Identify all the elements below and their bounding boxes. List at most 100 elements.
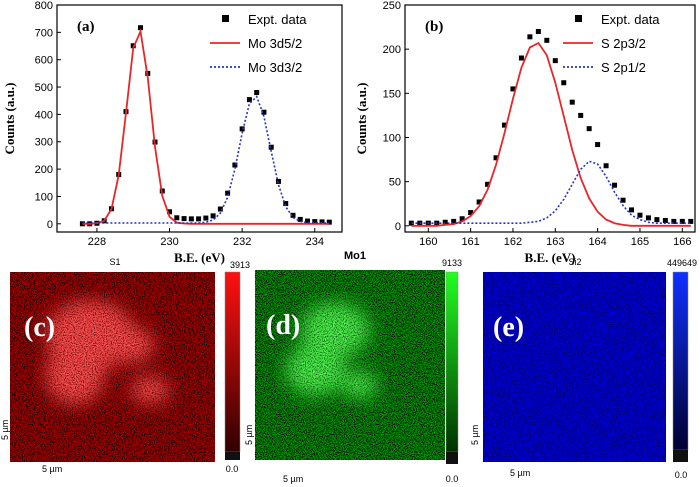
y-tick-label: 200 <box>383 44 401 56</box>
data-point <box>196 216 202 222</box>
map-title: S1 <box>109 257 120 267</box>
data-point <box>637 212 643 218</box>
legend-label: S 2p3/2 <box>601 36 646 51</box>
y-tick-label: 600 <box>35 55 53 67</box>
data-point <box>535 28 541 34</box>
data-point <box>312 219 318 225</box>
scale-y: 5 µm <box>0 420 10 440</box>
data-point <box>662 218 668 224</box>
data-point <box>181 216 187 222</box>
colorbar-min: 0.0 <box>675 470 688 480</box>
y-tick-label: 100 <box>35 191 53 203</box>
data-point <box>408 220 414 226</box>
y-tick-label: 0 <box>47 219 53 231</box>
x-axis-label: B.E. (eV) <box>174 250 225 265</box>
x-tick-label: 166 <box>673 236 691 248</box>
y-tick-label: 0 <box>395 221 401 233</box>
fit-line <box>82 95 330 224</box>
fit-line <box>411 41 691 227</box>
x-tick-label: 162 <box>504 236 522 248</box>
map-title: Mo1 <box>344 250 366 262</box>
data-point <box>174 215 180 221</box>
data-point <box>595 142 601 148</box>
axes-frame <box>404 4 696 233</box>
x-tick-label: 165 <box>631 236 649 248</box>
data-point <box>603 163 609 169</box>
data-point <box>620 197 626 203</box>
legend-label: Expt. data <box>601 12 660 27</box>
data-point <box>326 219 332 225</box>
data-point <box>527 34 533 40</box>
colorbar-max: 449649 <box>667 258 697 268</box>
x-tick-label: 234 <box>306 236 324 248</box>
data-point <box>167 209 173 215</box>
data-point <box>297 216 303 222</box>
data-point <box>319 219 325 225</box>
data-point <box>232 162 238 168</box>
y-tick-label: 100 <box>383 132 401 144</box>
colorbar-min: 0.0 <box>446 474 459 484</box>
legend-label: Mo 3d3/2 <box>248 60 302 75</box>
data-point <box>612 182 618 188</box>
data-point <box>217 206 223 212</box>
data-point <box>268 144 274 150</box>
colorbar-max: 9133 <box>442 258 462 268</box>
x-tick-label: 160 <box>419 236 437 248</box>
fit-line <box>411 160 691 224</box>
data-point <box>305 218 311 224</box>
data-point <box>476 199 482 205</box>
y-tick-label: 300 <box>35 137 53 149</box>
chart: 228 230 232 234 0 100 200 300 400 500 600 700 800 B.E… <box>2 0 343 265</box>
data-point <box>561 80 567 86</box>
y-axis-label: Counts (a.u.) <box>354 83 369 155</box>
legend-label: Expt. data <box>248 12 307 27</box>
x-tick-label: 161 <box>461 236 479 248</box>
scale-x: 5 µm <box>283 474 303 484</box>
data-point <box>130 43 136 49</box>
map-title: Si2 <box>568 257 581 267</box>
data-point <box>283 201 289 207</box>
legend-marker <box>222 15 229 22</box>
data-point <box>210 213 216 219</box>
data-point <box>239 126 245 132</box>
scale-x: 5 µm <box>42 464 62 474</box>
data-point <box>671 218 677 224</box>
x-tick-label: 232 <box>233 236 251 248</box>
data-point <box>138 25 144 31</box>
scale-y: 5 µm <box>470 425 480 445</box>
map-label: (d) <box>266 310 300 341</box>
data-point <box>510 86 516 92</box>
data-point <box>578 112 584 118</box>
data-point <box>586 126 592 132</box>
data-point <box>203 215 209 221</box>
map-label: (e) <box>493 312 524 343</box>
y-tick-label: 150 <box>383 88 401 100</box>
y-tick-label: 800 <box>35 0 53 12</box>
data-point <box>628 207 634 213</box>
y-tick-label: 250 <box>383 0 401 12</box>
colorbar-min: 0.0 <box>226 464 239 474</box>
scale-y: 5 µm <box>244 425 254 445</box>
y-tick-label: 500 <box>35 82 53 94</box>
x-tick-label: 230 <box>160 236 178 248</box>
data-point <box>493 155 499 161</box>
data-point <box>261 109 267 115</box>
chart: 160 161 162 163 164 165 166 0 50 100 150 200 250 B.E.… <box>354 0 696 265</box>
data-point <box>290 212 296 218</box>
data-point <box>544 37 550 43</box>
map-e: Si2 (e) 449649 0.0 5 µm 5 µm <box>470 257 697 480</box>
panel-label: (b) <box>425 19 443 35</box>
data-point <box>468 210 474 216</box>
x-tick-label: 163 <box>546 236 564 248</box>
x-tick-label: 164 <box>588 236 606 248</box>
data-point <box>459 216 465 222</box>
y-tick-label: 700 <box>35 27 53 39</box>
plot-area <box>408 28 694 227</box>
fit-line <box>82 28 330 225</box>
data-point <box>188 216 194 222</box>
y-axis-label: Counts (a.u.) <box>2 83 17 155</box>
data-point <box>501 122 507 128</box>
axes-frame <box>56 4 343 233</box>
y-tick-label: 200 <box>35 164 53 176</box>
